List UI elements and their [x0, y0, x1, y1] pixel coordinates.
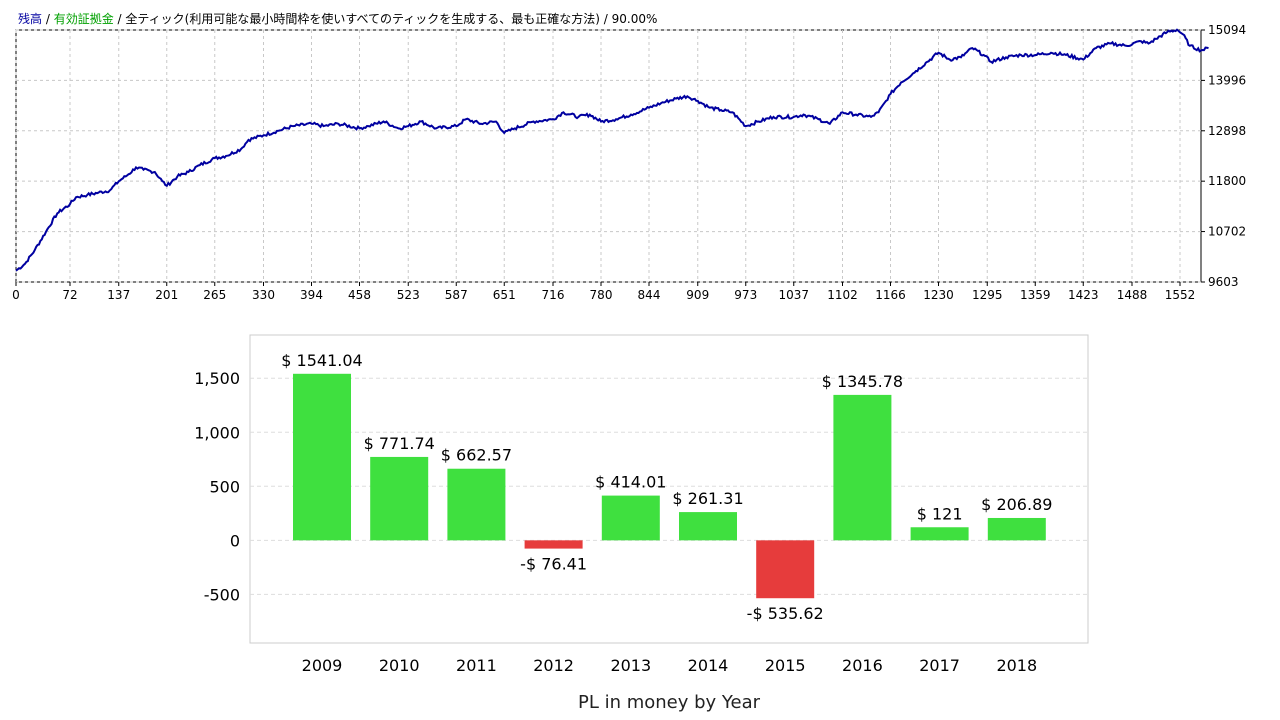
plot-frame [15, 29, 1202, 283]
bar-2010 [370, 456, 429, 541]
bar-2018 [987, 517, 1046, 541]
x-tick-label: 2018 [996, 656, 1037, 675]
x-tick-label: 2016 [842, 656, 883, 675]
y-tick-label: 13996 [1208, 73, 1246, 87]
data-label: $ 1541.04 [281, 351, 362, 370]
x-tick-label: 1295 [972, 288, 1003, 302]
yearly-pl-bar-chart: 1,500 1,000 500 0 -500 $ 1541.04 $ 771.74 $ 66… [194, 334, 1089, 713]
data-label: $ 414.01 [595, 473, 666, 492]
x-tick-label: 587 [445, 288, 468, 302]
x-tick-label: 394 [300, 288, 323, 302]
x-tick-label: 0 [12, 288, 20, 302]
balance-line [15, 28, 1209, 272]
data-label: $ 662.57 [441, 446, 512, 465]
x-tick-label: 1359 [1020, 288, 1051, 302]
x-tick-label: 844 [638, 288, 661, 302]
x-tick-label: 716 [542, 288, 565, 302]
data-label: $ 206.89 [981, 495, 1052, 514]
x-tick-label: 2009 [302, 656, 343, 675]
y-tick-label: 0 [230, 531, 240, 550]
x-tick-label: 265 [203, 288, 226, 302]
y-tick-label: 10702 [1208, 225, 1246, 239]
data-label: $ 261.31 [672, 489, 743, 508]
bar-2012 [524, 540, 583, 549]
data-label: $ 121 [917, 504, 963, 523]
bar-2009 [293, 373, 351, 541]
x-axis-title: PL in money by Year [578, 692, 761, 713]
x-axis-ticks: 2009 2010 2011 2012 2013 2014 2015 2016 2017 2018 [302, 656, 1038, 675]
x-tick-label: 1166 [875, 288, 906, 302]
x-tick-label: 780 [590, 288, 613, 302]
legend-item: 有効証拠金 [54, 11, 114, 26]
data-label: -$ 76.41 [520, 555, 587, 574]
x-axis-ticks: 0 72 137 201 265 330 394 458 523 587 651 716 780 844 9… [12, 282, 1195, 302]
plot-frame [249, 334, 1089, 644]
y-tick-label: 12898 [1208, 124, 1246, 138]
x-tick-label: 330 [252, 288, 275, 302]
x-tick-label: 1230 [923, 288, 954, 302]
x-tick-label: 1423 [1068, 288, 1099, 302]
y-tick-label: 15094 [1208, 23, 1246, 37]
chart-legend: 残高 / 有効証拠金 / 全ティック(利用可能な最小時間枠を使いすべてのティック… [18, 11, 657, 26]
y-axis-ticks: 15094 13996 12898 11800 10702 9603 [1201, 23, 1246, 289]
x-tick-label: 2013 [610, 656, 651, 675]
y-tick-label: 9603 [1208, 275, 1239, 289]
x-tick-label: 1552 [1165, 288, 1196, 302]
y-tick-label: 500 [209, 477, 240, 496]
x-tick-label: 2015 [765, 656, 806, 675]
bar-2013 [601, 495, 660, 541]
x-tick-label: 973 [734, 288, 757, 302]
legend-item: 90.00% [612, 12, 658, 26]
data-label: $ 1345.78 [822, 372, 903, 391]
x-tick-label: 2014 [688, 656, 729, 675]
bar-2017 [910, 527, 969, 541]
x-tick-label: 1488 [1117, 288, 1148, 302]
y-axis-ticks: 1,500 1,000 500 0 -500 [194, 369, 240, 604]
bar-2016 [833, 394, 892, 541]
x-tick-label: 909 [686, 288, 709, 302]
bar-2011 [447, 468, 506, 541]
x-tick-label: 2017 [919, 656, 960, 675]
x-tick-label: 2011 [456, 656, 497, 675]
legend-item: 残高 [18, 11, 42, 26]
legend-item: 全ティック(利用可能な最小時間枠を使いすべてのティックを生成する、最も正確な方法… [125, 11, 600, 26]
x-tick-label: 72 [62, 288, 77, 302]
y-tick-label: 1,500 [194, 369, 240, 388]
y-tick-label: -500 [204, 585, 240, 604]
x-tick-label: 137 [107, 288, 130, 302]
x-tick-label: 2010 [379, 656, 420, 675]
bars: $ 1541.04 $ 771.74 $ 662.57 -$ 76.41 $ 414.0… [281, 351, 1052, 623]
x-tick-label: 1102 [827, 288, 858, 302]
y-tick-label: 11800 [1208, 174, 1246, 188]
bar-2015 [756, 540, 815, 599]
x-tick-label: 651 [493, 288, 516, 302]
x-tick-label: 1037 [778, 288, 809, 302]
equity-line-chart: 残高 / 有効証拠金 / 全ティック(利用可能な最小時間枠を使いすべてのティック… [12, 11, 1246, 302]
bar-2014 [679, 512, 737, 541]
x-tick-label: 2012 [533, 656, 574, 675]
x-tick-label: 523 [397, 288, 420, 302]
y-tick-label: 1,000 [194, 423, 240, 442]
x-tick-label: 201 [155, 288, 178, 302]
x-tick-label: 458 [348, 288, 371, 302]
gridlines [15, 29, 1201, 283]
data-label: $ 771.74 [364, 434, 435, 453]
data-label: -$ 535.62 [747, 604, 824, 623]
